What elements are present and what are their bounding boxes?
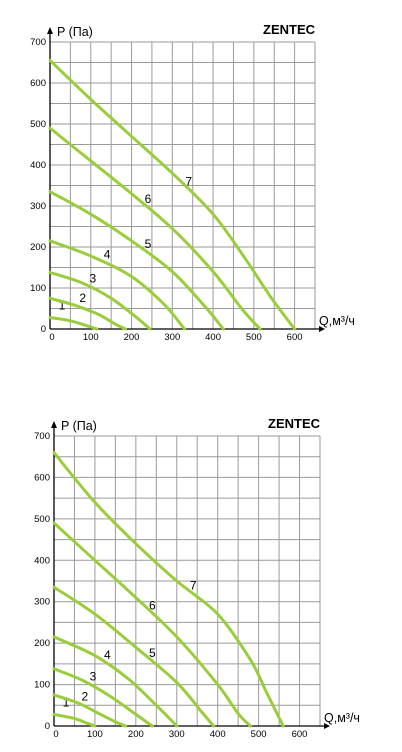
fan-curve-chart-top: 0 100 200 300 400 500 600 700 0 100 200 300 400 500 60…	[30, 22, 355, 343]
curve-label: 1	[59, 299, 66, 313]
y-tick-label: 100	[34, 680, 50, 691]
x-tick-label: 100	[87, 729, 103, 740]
y-tick-label: 600	[30, 78, 46, 89]
curve-label: 7	[185, 175, 192, 189]
y-axis-arrow	[47, 27, 53, 34]
y-tick-label: 500	[34, 514, 50, 525]
y-tick-label: 0	[41, 324, 46, 335]
x-axis-arrow	[324, 723, 330, 729]
curve-speed-5	[48, 190, 225, 331]
curve-label: 4	[104, 247, 111, 261]
y-axis-title: P (Па)	[61, 419, 97, 433]
grid	[50, 41, 316, 329]
x-tick-label: 600	[292, 729, 308, 740]
curve-speed-2	[48, 296, 127, 331]
curve-label: 2	[81, 689, 88, 703]
curve-label: 4	[104, 648, 111, 662]
brand-logo-text: ZENTEC	[268, 416, 321, 431]
curve-speed-6	[48, 126, 262, 331]
y-tick-label: 200	[30, 242, 46, 253]
curve-label: 7	[190, 579, 197, 593]
y-tick-label: 700	[30, 37, 46, 48]
fan-curve-chart-bottom: 0 100 200 300 400 500 600 700 0 100 200 300 400 500 60…	[34, 416, 360, 740]
x-tick-label: 400	[205, 332, 221, 343]
x-tick-label: 0	[49, 332, 54, 343]
curve-label: 3	[90, 272, 97, 286]
y-tick-label: 300	[34, 597, 50, 608]
y-axis-title: P (Па)	[57, 25, 93, 39]
x-tick-label: 600	[287, 332, 303, 343]
y-tick-label: 700	[34, 431, 50, 442]
curve-label: 3	[90, 670, 97, 684]
brand-logo-text: ZENTEC	[263, 22, 316, 37]
x-axis-arrow	[319, 326, 325, 332]
curve-label: 5	[149, 646, 156, 660]
x-axis-title: Q,м³/ч	[324, 711, 360, 725]
y-tick-label: 0	[45, 721, 50, 732]
curve-speed-7	[52, 451, 285, 728]
chart-bottom: 0 100 200 300 400 500 600 700 0 100 200 300 400 500 60…	[0, 392, 402, 752]
curve-label: 5	[145, 237, 152, 251]
y-tick-label: 400	[34, 555, 50, 566]
chart-top: 0 100 200 300 400 500 600 700 0 100 200 300 400 500 60…	[0, 0, 402, 360]
curve-speed-1	[48, 316, 99, 331]
x-tick-label: 400	[210, 729, 226, 740]
y-tick-label: 100	[30, 283, 46, 294]
y-tick-label: 600	[34, 472, 50, 483]
curve-speed-4	[48, 239, 186, 331]
y-tick-label: 400	[30, 160, 46, 171]
y-tick-label: 200	[34, 638, 50, 649]
curve-speed-7	[48, 58, 297, 331]
curve-label: 6	[145, 192, 152, 206]
x-tick-label: 100	[83, 332, 99, 343]
curve-label: 6	[149, 598, 156, 612]
x-axis-title: Q,м³/ч	[319, 314, 355, 328]
y-tick-label: 500	[30, 119, 46, 130]
x-tick-label: 300	[164, 332, 180, 343]
y-tick-label: 300	[30, 201, 46, 212]
x-tick-label: 300	[169, 729, 185, 740]
curve-speed-3	[48, 270, 152, 331]
x-tick-label: 200	[124, 332, 140, 343]
curve-speed-2	[52, 693, 128, 728]
curve-label: 2	[79, 291, 86, 305]
curve-speed-3	[52, 667, 154, 728]
curve-speed-6	[52, 521, 252, 728]
x-tick-label: 500	[246, 332, 262, 343]
curve-label: 1	[63, 695, 70, 709]
y-axis-arrow	[51, 421, 57, 428]
x-tick-label: 200	[128, 729, 144, 740]
x-tick-label: 0	[53, 729, 58, 740]
x-tick-label: 500	[251, 729, 267, 740]
curve-speed-4	[52, 635, 179, 728]
curve-speed-5	[52, 585, 216, 728]
curve-speed-1	[52, 712, 97, 728]
